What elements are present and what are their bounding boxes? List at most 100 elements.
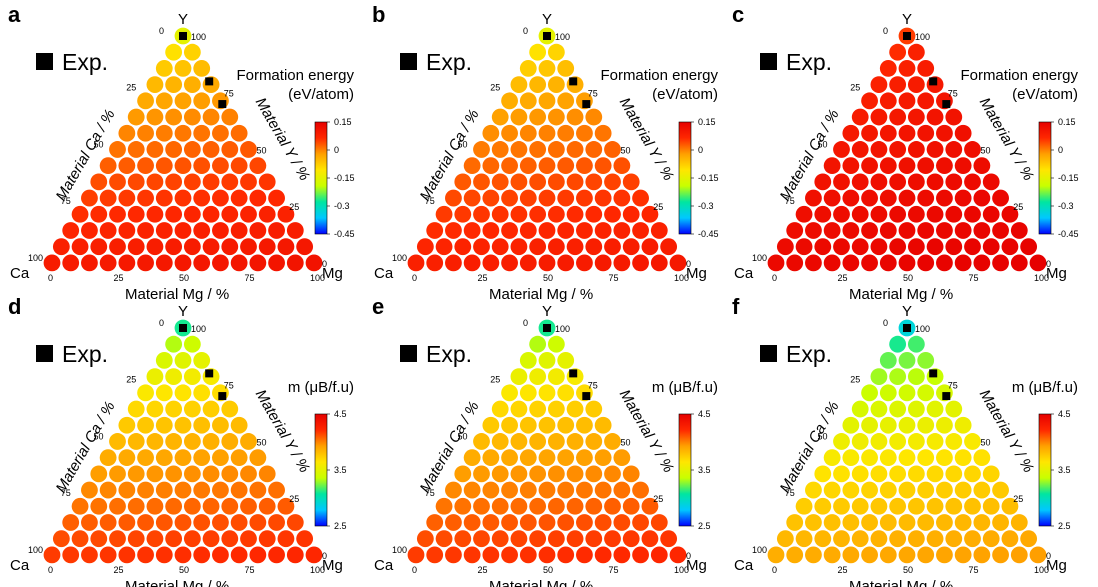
composition-dot	[954, 416, 972, 434]
composition-dot	[861, 384, 878, 402]
composition-dot	[805, 514, 822, 531]
composition-dot	[519, 481, 537, 499]
composition-dot	[174, 60, 192, 77]
composition-dot	[491, 205, 509, 223]
tick-left: 0	[883, 26, 888, 36]
tick-left: 0	[523, 318, 528, 328]
composition-dot	[907, 335, 925, 353]
composition-dot	[212, 222, 229, 239]
composition-dot	[585, 205, 603, 223]
composition-dot	[1001, 530, 1019, 548]
composition-dot	[519, 60, 537, 77]
composition-dot	[221, 238, 239, 256]
tick-left: 100	[752, 545, 767, 555]
composition-dot	[917, 514, 935, 531]
composition-dot	[491, 141, 509, 158]
tick-right: 0	[322, 551, 327, 561]
composition-dot	[566, 465, 584, 483]
composition-dot	[174, 546, 192, 564]
composition-dot	[879, 384, 897, 402]
composition-dot	[650, 222, 668, 239]
composition-dot	[823, 222, 841, 239]
experimental-point	[582, 392, 591, 401]
composition-dot	[632, 481, 649, 499]
composition-dot	[268, 222, 285, 239]
composition-dot	[146, 173, 164, 191]
legend-marker	[760, 53, 777, 70]
composition-dot	[529, 238, 547, 256]
tick-left: 75	[425, 196, 435, 206]
composition-dot	[473, 497, 490, 515]
colorbar-title: m (μB/f.u)	[288, 379, 354, 396]
composition-dot	[165, 497, 183, 515]
composition-dot	[510, 141, 528, 158]
experimental-point	[569, 369, 578, 378]
colorbar-tick-label: -0.3	[698, 201, 714, 211]
composition-dot	[510, 205, 528, 223]
composition-dot	[879, 352, 897, 369]
composition-dot	[240, 205, 257, 223]
vertex-label-top: Y	[178, 303, 188, 320]
composition-dot	[268, 254, 285, 272]
composition-dot	[146, 465, 164, 483]
composition-dot	[889, 76, 907, 94]
composition-dot	[165, 238, 183, 256]
composition-dot	[538, 384, 556, 402]
composition-dot	[165, 76, 183, 94]
composition-dot	[870, 400, 888, 418]
composition-dot	[954, 481, 972, 499]
composition-dot	[907, 43, 925, 61]
composition-dot	[519, 384, 537, 402]
composition-dot	[510, 497, 528, 515]
colorbar-tick-label: 3.5	[698, 465, 711, 475]
composition-dot	[473, 173, 490, 191]
composition-dot	[566, 497, 584, 515]
composition-dot	[889, 173, 907, 191]
composition-dot	[137, 92, 154, 110]
ternary-grid	[767, 27, 1047, 272]
panel-label: b	[372, 2, 385, 27]
composition-dot	[964, 238, 981, 256]
composition-dot	[155, 124, 173, 142]
composition-dot	[529, 205, 547, 223]
composition-dot	[240, 497, 257, 515]
composition-dot	[538, 416, 556, 434]
composition-dot	[547, 368, 565, 386]
tick-right: 25	[1013, 202, 1023, 212]
composition-dot	[1010, 514, 1028, 531]
tick-bottom: 0	[48, 565, 53, 575]
composition-dot	[454, 465, 472, 483]
composition-dot	[557, 514, 575, 531]
colorbar-tick-label: 0	[334, 145, 339, 155]
composition-dot	[889, 205, 907, 223]
composition-dot	[954, 449, 972, 467]
composition-dot	[823, 189, 841, 207]
colorbar-title: (eV/atom)	[652, 86, 718, 103]
composition-dot	[90, 465, 108, 483]
colorbar-tick-label: -0.3	[334, 201, 350, 211]
composition-dot	[529, 433, 547, 450]
composition-dot	[557, 546, 575, 564]
composition-dot	[268, 189, 285, 207]
composition-dot	[99, 189, 117, 207]
composition-dot	[917, 384, 935, 402]
composition-dot	[851, 173, 869, 191]
composition-dot	[529, 108, 547, 126]
colorbar-tick-label: 2.5	[698, 521, 711, 531]
composition-dot	[43, 546, 61, 564]
composition-dot	[249, 449, 267, 467]
composition-dot	[1010, 222, 1028, 239]
composition-dot	[538, 124, 556, 142]
composition-dot	[529, 497, 547, 515]
composition-dot	[954, 222, 972, 239]
composition-dot	[576, 481, 593, 499]
composition-dot	[842, 546, 860, 564]
composition-dot	[118, 189, 136, 207]
composition-dot	[851, 497, 869, 515]
tick-bottom: 50	[903, 565, 913, 575]
composition-dot	[879, 481, 897, 499]
tick-left: 75	[61, 196, 71, 206]
composition-dot	[174, 157, 192, 175]
composition-dot	[519, 92, 537, 110]
